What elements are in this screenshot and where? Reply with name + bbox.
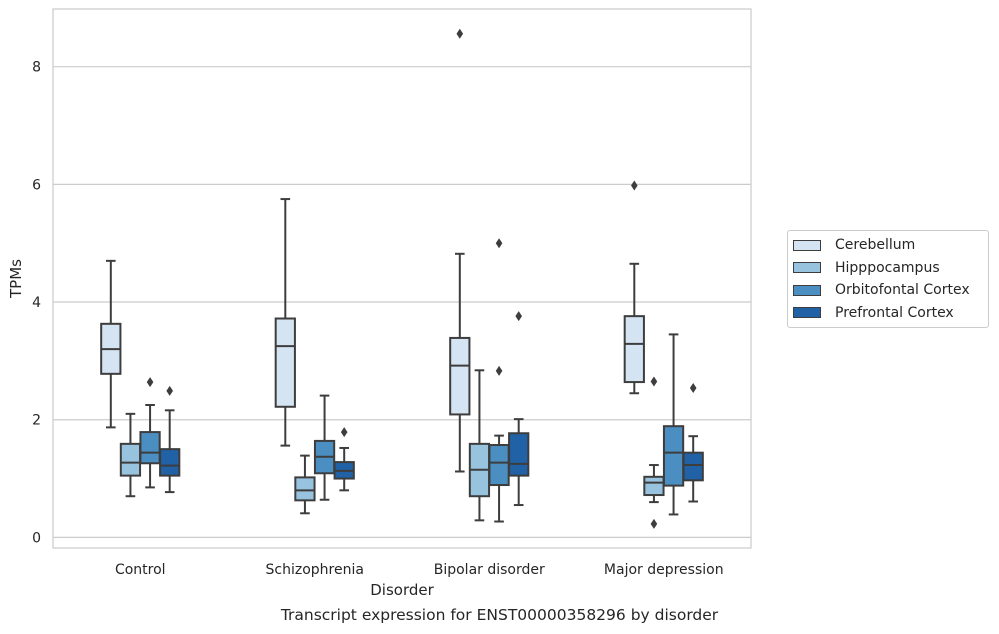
outlier-point (689, 382, 697, 393)
legend-label-prefrontal: Prefrontal Cortex (835, 304, 954, 321)
x-tick-labels: Control Schizophrenia Bipolar disorder Majo… (115, 562, 724, 578)
y-tick-label-2: 2 (32, 413, 41, 429)
iqr-box (643, 475, 665, 497)
iqr-box (662, 425, 685, 487)
y-tick-label-8: 8 (32, 60, 41, 76)
y-tick-label-6: 6 (32, 177, 41, 193)
x-tick-label: Schizophrenia (266, 562, 364, 578)
legend-item-prefrontal: Prefrontal Cortex (788, 302, 988, 325)
box-prefrontal-cortex-3 (682, 382, 704, 503)
legend-swatch-prefrontal (793, 307, 821, 319)
outlier-point (631, 180, 638, 191)
legend-label-cerebellum: Cerebellum (835, 237, 916, 254)
iqr-box (488, 444, 510, 487)
outlier-point (166, 385, 173, 396)
gridlines (53, 66, 751, 539)
outlier-point (650, 376, 658, 387)
box-orbitofontal-cortex-2 (488, 238, 510, 523)
outlier-point (650, 518, 658, 529)
box-cerebellum-1 (274, 198, 296, 447)
legend-label-orbitofrontal: Orbitofontal Cortex (835, 282, 970, 299)
box-hipppocampus-3 (643, 376, 665, 529)
y-axis-label: TPMs (7, 259, 25, 299)
legend-item-orbitofrontal: Orbitofontal Cortex (788, 279, 988, 302)
box-prefrontal-cortex-1 (333, 427, 355, 492)
x-tick-label: Control (115, 562, 166, 578)
legend-swatch-hippocampus (793, 262, 821, 274)
iqr-box (274, 317, 296, 408)
outlier-point (146, 377, 154, 388)
iqr-box (139, 431, 161, 465)
box-orbitofontal-cortex-3 (662, 333, 685, 516)
box-hipppocampus-0 (119, 412, 142, 498)
box-orbitofontal-cortex-1 (313, 394, 336, 501)
y-tick-label-0: 0 (32, 530, 41, 546)
y-tick-label-4: 4 (32, 295, 41, 311)
outlier-point (495, 238, 503, 249)
iqr-box (294, 476, 316, 502)
x-tick-label: Major depression (604, 562, 724, 578)
outlier-point (495, 365, 503, 376)
y-tick-labels: 0 2 4 6 8 (32, 60, 41, 547)
iqr-box (682, 451, 704, 482)
chart-caption: Transcript expression for ENST0000035829… (280, 606, 719, 624)
legend: Cerebellum Hipppocampus Orbitofontal Cor… (787, 230, 989, 328)
iqr-box (119, 442, 142, 477)
legend-swatch-orbitofrontal (793, 284, 821, 296)
x-tick-label: Bipolar disorder (434, 562, 545, 578)
iqr-box (623, 315, 645, 384)
legend-label-hippocampus: Hipppocampus (835, 259, 940, 276)
iqr-box (159, 448, 181, 477)
box-prefrontal-cortex-2 (508, 311, 530, 507)
outlier-point (515, 311, 522, 322)
plot-frame (52, 8, 752, 549)
box-cerebellum-0 (100, 259, 122, 429)
legend-item-hippocampus: Hipppocampus (788, 257, 988, 280)
legend-swatch-cerebellum (793, 239, 821, 251)
box-orbitofontal-cortex-0 (139, 377, 161, 489)
box-cerebellum-2 (449, 28, 471, 473)
outlier-point (340, 427, 348, 438)
box-hipppocampus-2 (468, 369, 491, 522)
box-hipppocampus-1 (294, 454, 316, 515)
outlier-point (456, 28, 464, 39)
legend-item-cerebellum: Cerebellum (788, 234, 988, 257)
iqr-box (449, 336, 471, 416)
iqr-box (508, 432, 530, 477)
box-cerebellum-3 (623, 180, 645, 395)
x-axis-label: Disorder (370, 581, 434, 599)
box-prefrontal-cortex-0 (159, 385, 181, 494)
boxes (100, 28, 704, 529)
